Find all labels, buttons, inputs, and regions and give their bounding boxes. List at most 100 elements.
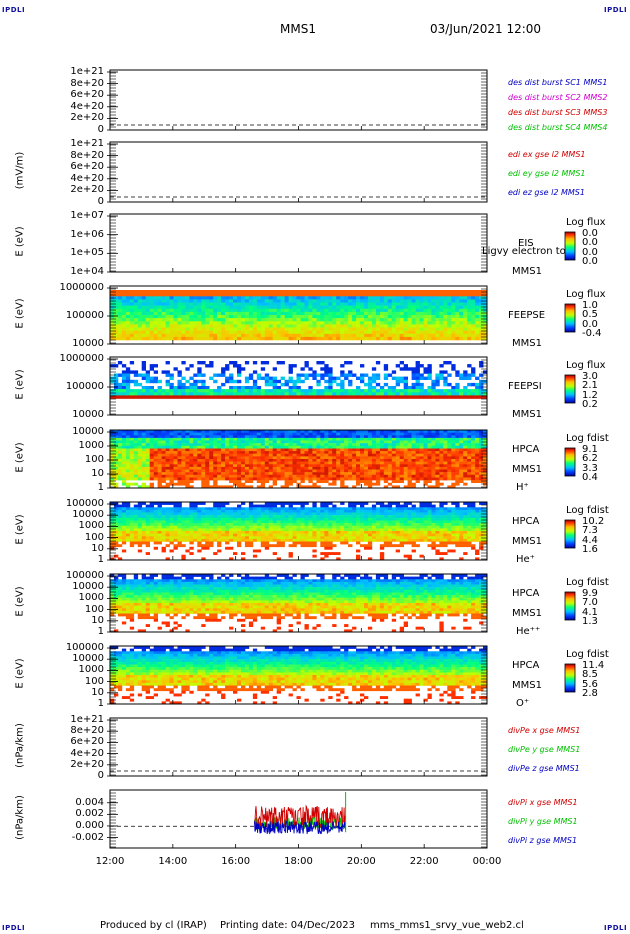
ytick-10-2: 6e+20 xyxy=(70,736,104,748)
overlay-text: Ligvy electron to xyxy=(482,246,566,257)
legend-1-3: des dist burst SC4 MMS4 xyxy=(508,123,608,132)
panel-8 xyxy=(107,573,576,633)
panel-frame-11 xyxy=(109,789,488,849)
colorbar-title-6: Log fdist xyxy=(566,433,609,444)
spectrogram-7 xyxy=(110,502,488,561)
ytick-10-4: 2e+20 xyxy=(70,758,104,770)
colorbar-value-5-2: 1.2 xyxy=(582,389,598,401)
ytick-5-0: 1000000 xyxy=(59,353,104,364)
colorbar-value-6-2: 3.3 xyxy=(582,462,598,474)
ytick-9-2: 1000 xyxy=(78,664,104,676)
corner-mark-br: IPDLI xyxy=(604,924,628,932)
colorbar-title-4: Log flux xyxy=(566,289,606,300)
legend-10-2: divPe z gse MMS1 xyxy=(508,764,580,773)
ytick-6-2: 100 xyxy=(84,454,104,465)
colorbar-value-4-2: 0.0 xyxy=(582,318,598,330)
legend-1-2: des dist burst SC3 MMS3 xyxy=(508,108,608,117)
ytick-8-1: 10000 xyxy=(72,581,104,593)
colorbar-3 xyxy=(564,231,576,261)
panel-label-9-1: MMS1 xyxy=(512,680,542,691)
ytick-7-5: 1 xyxy=(97,554,104,565)
colorbar-value-3-1: 0.0 xyxy=(582,237,598,249)
panel-label-5-1: MMS1 xyxy=(512,409,542,420)
ytick-1-1: 8e+20 xyxy=(70,77,104,89)
ytick-3-2: 1e+05 xyxy=(70,247,104,259)
colorbar-title-3: Log flux xyxy=(566,217,606,228)
ytick-1-0: 1e+21 xyxy=(70,66,104,77)
colorbar-value-8-1: 7.0 xyxy=(582,597,598,609)
ytick-10-0: 1e+21 xyxy=(70,714,104,725)
ytick-9-1: 10000 xyxy=(72,653,104,665)
ytick-4-1: 100000 xyxy=(65,310,104,321)
ytick-8-5: 1 xyxy=(97,626,104,637)
xtick-6: 00:00 xyxy=(472,856,502,867)
colorbar-value-7-1: 7.3 xyxy=(582,525,598,537)
ytick-7-3: 100 xyxy=(84,531,104,543)
colorbar-title-7: Log fdist xyxy=(566,505,609,516)
panel-label-6-0: HPCA xyxy=(512,444,540,455)
ytick-2-0: 1e+21 xyxy=(70,138,104,149)
spectrogram-8 xyxy=(110,574,488,633)
colorbar-value-9-2: 5.6 xyxy=(582,678,598,690)
ytick-6-3: 10 xyxy=(91,468,104,479)
ylabel-3: E (eV) xyxy=(14,226,26,257)
legend-10-1: divPe y gse MMS1 xyxy=(508,745,581,754)
panel-frame-3 xyxy=(109,213,488,273)
ytick-7-0: 100000 xyxy=(65,498,104,509)
footer-printing: Printing date: 04/Dec/2023 xyxy=(220,920,356,931)
colorbar-value-3-3: 0.0 xyxy=(582,256,598,267)
panel-3 xyxy=(107,213,576,273)
trace-z xyxy=(254,820,347,835)
panel-label-7-1: MMS1 xyxy=(512,536,542,547)
panel-6 xyxy=(107,429,576,489)
ytick-8-2: 1000 xyxy=(78,592,104,604)
colorbar-title-9: Log fdist xyxy=(566,649,609,660)
ytick-10-3: 4e+20 xyxy=(70,747,104,759)
ytick-9-4: 10 xyxy=(91,686,104,698)
ylabel-4: E (eV) xyxy=(14,298,26,329)
colorbar-value-9-3: 2.8 xyxy=(582,688,598,699)
colorbar-value-9-0: 11.4 xyxy=(582,660,605,671)
legend-1-1: des dist burst SC2 MMS2 xyxy=(508,93,608,102)
panel-label-7-0: HPCA xyxy=(512,516,540,527)
panel-1 xyxy=(107,69,488,131)
panel-frame-10 xyxy=(109,717,488,777)
ytick-2-3: 4e+20 xyxy=(70,172,104,184)
panel-label-3-0: EIS xyxy=(518,238,534,249)
ytick-3-1: 1e+06 xyxy=(70,228,104,240)
ytick-9-0: 100000 xyxy=(65,642,104,653)
panel-label-8-2: He⁺⁺ xyxy=(516,626,541,637)
ytick-4-0: 1000000 xyxy=(59,282,104,293)
legend-2-2: edi ez gse l2 MMS1 xyxy=(508,188,585,197)
trace-x xyxy=(254,804,347,830)
panel-label-6-2: H⁺ xyxy=(516,482,529,493)
ytick-2-4: 2e+20 xyxy=(70,184,104,196)
colorbar-value-7-2: 4.4 xyxy=(582,534,598,546)
ytick-4-2: 10000 xyxy=(72,338,104,349)
legend-11-0: divPi x gse MMS1 xyxy=(508,798,578,807)
ytick-10-1: 8e+20 xyxy=(70,725,104,737)
panel-7 xyxy=(107,501,576,561)
spectrogram-6 xyxy=(110,430,488,489)
corner-mark-tl: IPDLI xyxy=(2,6,26,14)
panel-label-6-1: MMS1 xyxy=(512,464,542,475)
ytick-2-2: 6e+20 xyxy=(70,161,104,173)
ylabel-9: E (eV) xyxy=(14,658,26,689)
footer-file: mms_mms1_srvy_vue_web2.cl xyxy=(370,920,524,931)
xtick-5: 22:00 xyxy=(409,856,439,867)
colorbar-title-8: Log fdist xyxy=(566,577,609,588)
panel-9 xyxy=(107,645,576,705)
colorbar-value-4-0: 1.0 xyxy=(582,300,598,311)
colorbar-5 xyxy=(564,374,576,404)
panel-label-4-1: MMS1 xyxy=(512,338,542,349)
ytick-6-1: 1000 xyxy=(78,440,104,451)
colorbar-value-5-0: 3.0 xyxy=(582,371,598,382)
panel-frame-1 xyxy=(109,69,488,131)
ylabel-5: E (eV) xyxy=(14,369,26,400)
colorbar-value-5-1: 2.1 xyxy=(582,380,598,392)
corner-mark-bl: IPDLI xyxy=(2,924,26,932)
ytick-11-0: 0.004 xyxy=(75,796,104,808)
panel-label-8-1: MMS1 xyxy=(512,608,542,619)
ytick-1-2: 6e+20 xyxy=(70,89,104,101)
